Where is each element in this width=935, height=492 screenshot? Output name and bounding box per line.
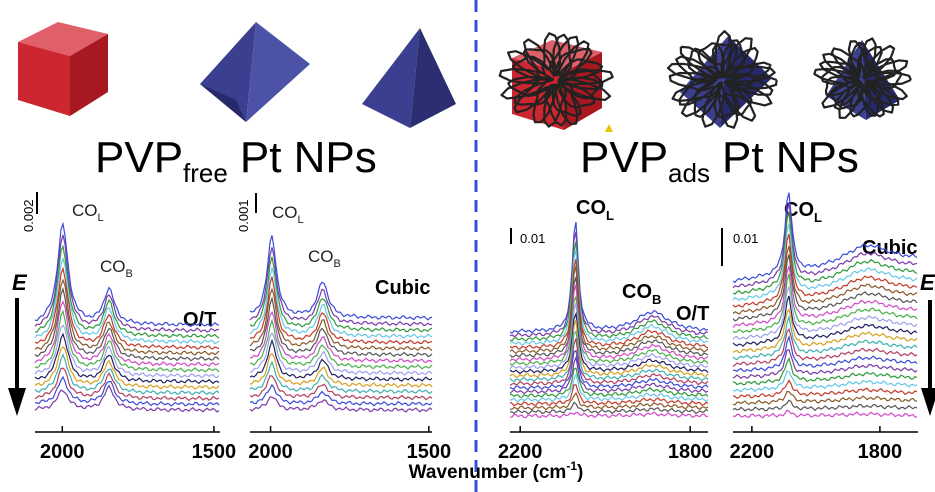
scale-label: 0.001 xyxy=(236,199,251,232)
annotation: COL xyxy=(576,197,614,223)
spectrum xyxy=(733,371,917,392)
spectrum xyxy=(510,412,708,418)
octahedron-free xyxy=(200,22,310,122)
spectrum xyxy=(733,392,917,405)
x-tick-label: 2200 xyxy=(498,441,543,463)
x-tick-label: 2200 xyxy=(730,441,775,463)
x-tick-label: 1500 xyxy=(192,441,237,463)
spectrum xyxy=(510,242,708,341)
annotation: COL xyxy=(272,203,304,226)
energy-label: E xyxy=(12,270,28,295)
marker xyxy=(605,124,613,132)
annotation: COB xyxy=(100,257,133,280)
energy-arrow-head xyxy=(921,388,935,416)
x-tick-label: 1500 xyxy=(407,441,452,463)
energy-label: E xyxy=(920,270,935,295)
spectrum xyxy=(35,368,219,400)
spectrum xyxy=(250,397,432,412)
scale-label: 0.01 xyxy=(520,231,545,246)
energy-arrow-head xyxy=(8,388,26,416)
figure: PVPfreePt NPs PVPadsPt NPs E E 0.002 COL… xyxy=(0,0,935,492)
x-tick-label: 1800 xyxy=(858,441,903,463)
scale-label: 0.002 xyxy=(21,199,36,232)
annotation: O/T xyxy=(676,303,709,325)
annotation: Cubic xyxy=(375,277,431,299)
scale-label: 0.01 xyxy=(733,231,758,246)
x-tick-label: 1800 xyxy=(668,441,713,463)
annotation: COB xyxy=(622,281,661,307)
tetrahedron-free xyxy=(362,28,456,128)
annotation: O/T xyxy=(183,309,216,331)
annotation: COL xyxy=(72,201,104,224)
spectrum xyxy=(35,334,219,383)
x-tick-label: 2000 xyxy=(248,441,293,463)
x-tick-label: 2000 xyxy=(40,441,85,463)
annotation: Cubic xyxy=(862,237,918,259)
spectrum xyxy=(733,410,917,418)
spectrum xyxy=(35,325,219,377)
annotation: COB xyxy=(308,247,341,270)
cube-free xyxy=(18,22,108,116)
